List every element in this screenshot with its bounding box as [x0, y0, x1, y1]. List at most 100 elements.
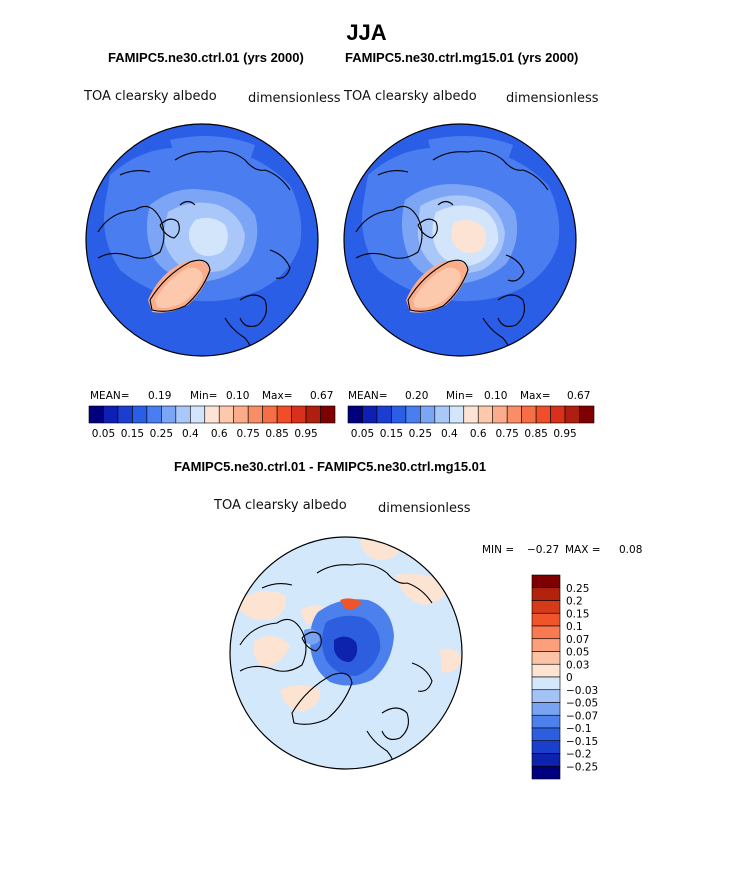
diff-colorbar-tick-label: −0.07 [566, 710, 598, 722]
panel2-units-label: dimensionless [506, 91, 599, 106]
panel2-coastlines [355, 150, 549, 356]
panel2-colorbar-swatch-1 [362, 405, 378, 424]
panel1-colorbar-tick-label: 0.85 [265, 428, 288, 440]
diff-colorbar-swatch-3 [531, 612, 561, 627]
diff-map [230, 537, 462, 769]
panel1-colorbar-swatch-12 [262, 405, 278, 424]
panel1-colorbar-swatch-9 [218, 405, 235, 424]
panel1-colorbar-swatch-10 [233, 405, 249, 424]
panel2-colorbar-swatch-10 [492, 405, 508, 424]
panel2-colorbar: 0.05 0.15 0.25 0.4 0.6 0.75 0.85 0.95 [347, 405, 595, 440]
diff-colorbar-tick-label: 0.2 [566, 596, 583, 608]
panel1-colorbar-swatch-16 [320, 405, 336, 424]
diff-colorbar-swatch-1 [531, 587, 561, 601]
diff-colorbar-tick-label: 0.25 [566, 583, 589, 595]
panel1-mean-label: MEAN= [90, 390, 130, 402]
panel2-colorbar-swatch-14 [550, 405, 566, 424]
panel1-colorbar-swatch-7 [189, 405, 206, 424]
diff-colorbar-tick-label: 0.05 [566, 647, 589, 659]
diff-colorbar-tick-label: −0.15 [566, 736, 598, 748]
panel2-colorbar-swatch-4 [405, 405, 421, 424]
panel1-colorbar-swatch-15 [305, 405, 321, 424]
page-title: JJA [346, 20, 387, 45]
panel1-colorbar-tick-label: 0.95 [294, 428, 317, 440]
panel2-colorbar-tick-label: 0.4 [441, 428, 458, 440]
panel2-variable-label: TOA clearsky albedo [344, 89, 477, 104]
panel1-colorbar-swatch-2 [117, 405, 133, 424]
panel2-map-border [343, 123, 577, 357]
diff-variable-label: TOA clearsky albedo [214, 498, 347, 513]
panel2-colorbar-swatch-2 [376, 405, 392, 424]
panel1-max-value: 0.67 [310, 390, 334, 402]
diff-colorbar-tick-label: 0.07 [566, 634, 589, 646]
panel2-colorbar-tick-label: 0.05 [351, 428, 374, 440]
panel2-seaice-core [451, 220, 486, 253]
diff-colorbar-swatch-11 [531, 714, 561, 729]
panel1-colorbar-tick-label: 0.15 [121, 428, 144, 440]
panel1-colorbar-tick-label: 0.75 [236, 428, 259, 440]
panel1-colorbar-tick-label: 0.05 [92, 428, 115, 440]
panel2-colorbar-swatch-16 [579, 405, 595, 424]
diff-colorbar-tick-label: −0.1 [566, 723, 592, 735]
diff-positive-max [340, 598, 362, 610]
diff-colorbar-swatch-9 [531, 689, 561, 703]
panel1-colorbar-swatch-8 [204, 405, 220, 424]
panel1-min-value: 0.10 [226, 390, 250, 402]
diff-colorbar-swatch-15 [531, 765, 561, 780]
diff-colorbar-swatch-5 [531, 638, 561, 652]
panel1-seaice-core [188, 217, 228, 256]
diff-colorbar-swatch-13 [531, 740, 561, 754]
panel2-colorbar-swatch-8 [463, 405, 479, 424]
diff-colorbar-swatch-2 [531, 600, 561, 614]
panel1-colorbar-tick-label: 0.25 [150, 428, 173, 440]
panel1-coastlines [97, 150, 291, 356]
panel1-colorbar-swatch-0 [88, 405, 104, 424]
panel2-colorbar-swatch-12 [521, 405, 537, 424]
panel2-greenland-inner [413, 267, 461, 308]
diff-colorbar-swatch-6 [531, 651, 561, 665]
panel2-colorbar-swatch-9 [477, 405, 494, 424]
panel2-mean-label: MEAN= [348, 390, 388, 402]
panel2-colorbar-tick-label: 0.25 [409, 428, 432, 440]
diff-negative-core [334, 636, 358, 662]
diff-colorbar-swatch-8 [531, 676, 561, 691]
diff-colorbar-tick-label: 0.03 [566, 659, 589, 671]
diff-colorbar-tick-label: −0.05 [566, 698, 598, 710]
panel2-colorbar-swatch-6 [434, 405, 450, 424]
panel2-mean-value: 0.20 [405, 390, 429, 402]
panel1-colorbar-swatch-4 [146, 405, 162, 424]
panel1-colorbar-swatch-6 [175, 405, 191, 424]
diff-colorbar-swatch-12 [531, 727, 561, 742]
panel2-colorbar-swatch-5 [420, 405, 436, 424]
diff-max-label: MAX = [565, 544, 601, 556]
diff-title: FAMIPC5.ne30.ctrl.01 - FAMIPC5.ne30.ctrl… [174, 459, 487, 474]
diff-colorbar-tick-label: −0.2 [566, 749, 592, 761]
panel1-colorbar-swatch-3 [132, 405, 148, 424]
diff-min-value: −0.27 [527, 544, 560, 556]
diff-colorbar-swatch-4 [531, 625, 561, 640]
diff-min-label: MIN = [482, 544, 515, 556]
diff-colorbar-tick-label: 0.15 [566, 608, 589, 620]
panel2-colorbar-swatch-13 [535, 405, 551, 424]
diff-map-border [229, 536, 463, 770]
diff-colorbar-tick-label: 0.1 [566, 621, 583, 633]
panel2-colorbar-swatch-3 [391, 405, 407, 424]
diff-units-label: dimensionless [378, 501, 471, 516]
panel1-colorbar: 0.05 0.15 0.25 0.4 0.6 0.75 0.85 0.95 [88, 405, 336, 440]
panel1-colorbar-swatch-11 [247, 405, 263, 424]
panel2-min-value: 0.10 [484, 390, 508, 402]
panel1-min-label: Min= [190, 390, 218, 402]
diff-colorbar-tick-label: 0 [566, 672, 573, 684]
panel2-colorbar-swatch-7 [448, 405, 465, 424]
panel2-colorbar-tick-label: 0.85 [524, 428, 547, 440]
panel1-mean-value: 0.19 [148, 390, 172, 402]
diff-max-value: 0.08 [619, 544, 643, 556]
panel1-units-label: dimensionless [248, 91, 341, 106]
panel2-colorbar-tick-label: 0.95 [553, 428, 576, 440]
panel2-colorbar-swatch-0 [347, 405, 363, 424]
panel1-map [86, 124, 318, 356]
panel2-colorbar-tick-label: 0.75 [495, 428, 518, 440]
panel2-max-value: 0.67 [567, 390, 591, 402]
panel1-max-label: Max= [262, 390, 293, 402]
